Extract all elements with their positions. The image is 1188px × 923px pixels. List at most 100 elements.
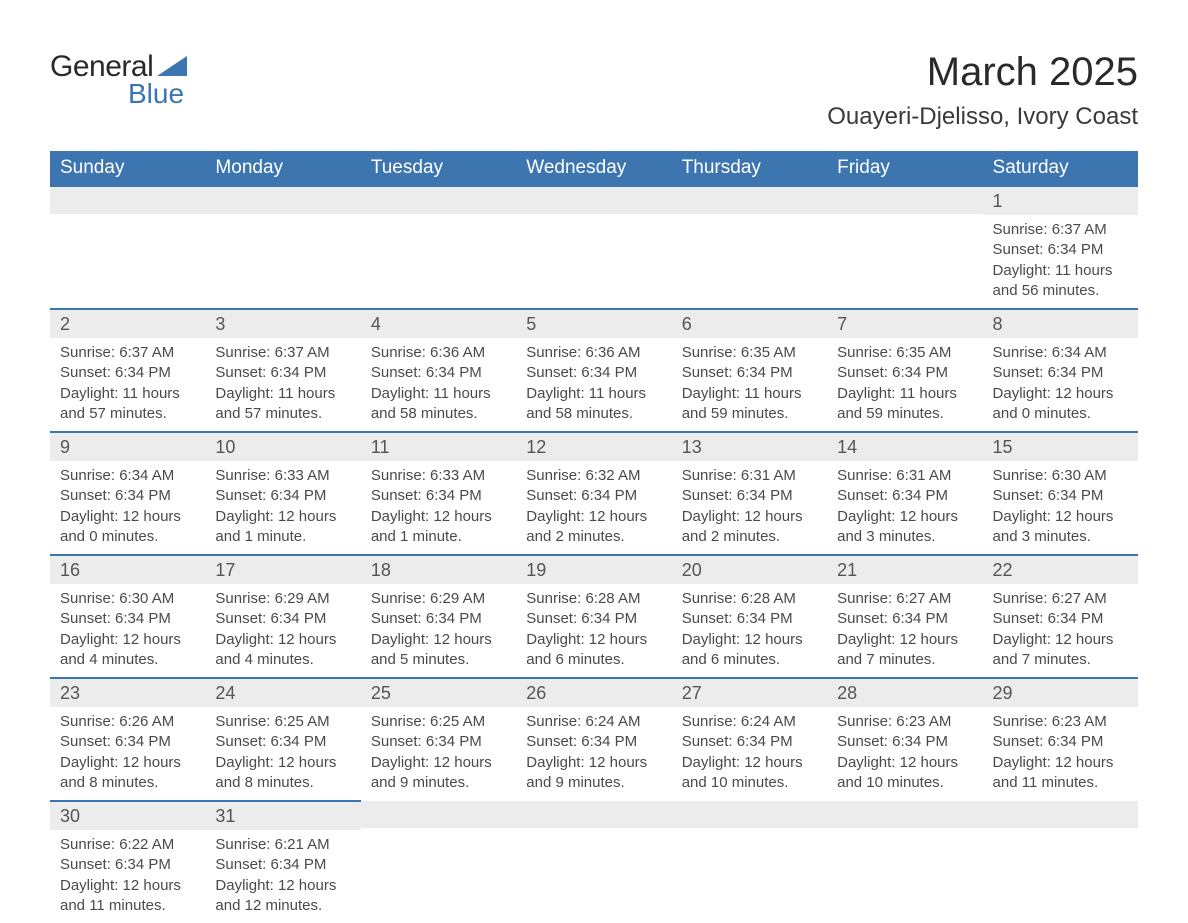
calendar-day-cell: [672, 186, 827, 309]
sunset-line: Sunset: 6:34 PM: [837, 732, 972, 752]
day-details: Sunrise: 6:34 AMSunset: 6:34 PMDaylight:…: [983, 338, 1138, 431]
calendar-day-cell: 30Sunrise: 6:22 AMSunset: 6:34 PMDayligh…: [50, 801, 205, 923]
day-number: 4: [361, 310, 516, 338]
calendar-day-cell: 4Sunrise: 6:36 AMSunset: 6:34 PMDaylight…: [361, 309, 516, 432]
sunrise-line: Sunrise: 6:35 AM: [682, 343, 817, 363]
day-details: Sunrise: 6:35 AMSunset: 6:34 PMDaylight:…: [827, 338, 982, 431]
sunrise-line: Sunrise: 6:30 AM: [993, 466, 1128, 486]
sunset-line: Sunset: 6:34 PM: [60, 609, 195, 629]
daylight-line: Daylight: 12 hours and 7 minutes.: [993, 630, 1128, 671]
day-number: 3: [205, 310, 360, 338]
daylight-line: Daylight: 11 hours and 56 minutes.: [993, 261, 1128, 302]
day-details: Sunrise: 6:24 AMSunset: 6:34 PMDaylight:…: [516, 707, 671, 800]
day-number: 6: [672, 310, 827, 338]
daylight-line: Daylight: 12 hours and 4 minutes.: [60, 630, 195, 671]
empty-day-bar: [827, 187, 982, 214]
calendar-week-row: 2Sunrise: 6:37 AMSunset: 6:34 PMDaylight…: [50, 309, 1138, 432]
sunset-line: Sunset: 6:34 PM: [371, 732, 506, 752]
day-number: 23: [50, 679, 205, 707]
sunset-line: Sunset: 6:34 PM: [682, 363, 817, 383]
daylight-line: Daylight: 12 hours and 10 minutes.: [682, 753, 817, 794]
sunrise-line: Sunrise: 6:27 AM: [993, 589, 1128, 609]
day-details: Sunrise: 6:30 AMSunset: 6:34 PMDaylight:…: [50, 584, 205, 677]
daylight-line: Daylight: 12 hours and 1 minute.: [371, 507, 506, 548]
sunset-line: Sunset: 6:34 PM: [993, 486, 1128, 506]
calendar-day-cell: 14Sunrise: 6:31 AMSunset: 6:34 PMDayligh…: [827, 432, 982, 555]
sunrise-line: Sunrise: 6:25 AM: [371, 712, 506, 732]
daylight-line: Daylight: 12 hours and 2 minutes.: [526, 507, 661, 548]
day-number: 17: [205, 556, 360, 584]
sunset-line: Sunset: 6:34 PM: [215, 732, 350, 752]
sunrise-line: Sunrise: 6:23 AM: [837, 712, 972, 732]
logo: General Blue: [50, 50, 187, 110]
calendar-day-cell: 16Sunrise: 6:30 AMSunset: 6:34 PMDayligh…: [50, 555, 205, 678]
day-number: 8: [983, 310, 1138, 338]
sunrise-line: Sunrise: 6:36 AM: [526, 343, 661, 363]
sunset-line: Sunset: 6:34 PM: [993, 240, 1128, 260]
day-number: 16: [50, 556, 205, 584]
sunset-line: Sunset: 6:34 PM: [993, 363, 1128, 383]
day-details: Sunrise: 6:28 AMSunset: 6:34 PMDaylight:…: [516, 584, 671, 677]
day-number: 5: [516, 310, 671, 338]
title-block: March 2025 Ouayeri-Djelisso, Ivory Coast: [827, 50, 1138, 131]
daylight-line: Daylight: 11 hours and 59 minutes.: [682, 384, 817, 425]
sunset-line: Sunset: 6:34 PM: [526, 732, 661, 752]
logo-text-blue: Blue: [128, 78, 184, 110]
calendar-day-cell: 5 Sunrise: 6:36 AMSunset: 6:34 PMDaylight…: [516, 309, 671, 432]
sunset-line: Sunset: 6:34 PM: [215, 855, 350, 875]
calendar-day-cell: 25Sunrise: 6:25 AMSunset: 6:34 PMDayligh…: [361, 678, 516, 801]
sunrise-line: Sunrise: 6:29 AM: [215, 589, 350, 609]
daylight-line: Daylight: 12 hours and 3 minutes.: [993, 507, 1128, 548]
weekday-header-row: SundayMondayTuesdayWednesdayThursdayFrid…: [50, 151, 1138, 186]
sunrise-line: Sunrise: 6:31 AM: [682, 466, 817, 486]
calendar-day-cell: [983, 801, 1138, 923]
calendar-day-cell: 29Sunrise: 6:23 AMSunset: 6:34 PMDayligh…: [983, 678, 1138, 801]
sunrise-line: Sunrise: 6:24 AM: [526, 712, 661, 732]
sunset-line: Sunset: 6:34 PM: [526, 486, 661, 506]
sunset-line: Sunset: 6:34 PM: [215, 486, 350, 506]
sunrise-line: Sunrise: 6:29 AM: [371, 589, 506, 609]
calendar-day-cell: 27Sunrise: 6:24 AMSunset: 6:34 PMDayligh…: [672, 678, 827, 801]
empty-day-bar: [516, 187, 671, 214]
day-details: Sunrise: 6:29 AMSunset: 6:34 PMDaylight:…: [205, 584, 360, 677]
empty-day-body: [827, 214, 982, 304]
sunrise-line: Sunrise: 6:21 AM: [215, 835, 350, 855]
calendar-day-cell: 1Sunrise: 6:37 AMSunset: 6:34 PMDaylight…: [983, 186, 1138, 309]
daylight-line: Daylight: 11 hours and 58 minutes.: [526, 384, 661, 425]
day-details: Sunrise: 6:25 AMSunset: 6:34 PMDaylight:…: [361, 707, 516, 800]
daylight-line: Daylight: 12 hours and 8 minutes.: [60, 753, 195, 794]
day-details: Sunrise: 6:23 AMSunset: 6:34 PMDaylight:…: [983, 707, 1138, 800]
empty-day-bar: [516, 801, 671, 828]
day-details: Sunrise: 6:33 AMSunset: 6:34 PMDaylight:…: [361, 461, 516, 554]
daylight-line: Daylight: 12 hours and 9 minutes.: [371, 753, 506, 794]
sunrise-line: Sunrise: 6:34 AM: [60, 466, 195, 486]
daylight-line: Daylight: 11 hours and 59 minutes.: [837, 384, 972, 425]
sunrise-line: Sunrise: 6:30 AM: [60, 589, 195, 609]
day-details: Sunrise: 6:35 AMSunset: 6:34 PMDaylight:…: [672, 338, 827, 431]
day-number: 27: [672, 679, 827, 707]
calendar-day-cell: [827, 801, 982, 923]
sunrise-line: Sunrise: 6:37 AM: [215, 343, 350, 363]
day-number: 15: [983, 433, 1138, 461]
sunset-line: Sunset: 6:34 PM: [837, 363, 972, 383]
empty-day-bar: [50, 187, 205, 214]
daylight-line: Daylight: 12 hours and 5 minutes.: [371, 630, 506, 671]
daylight-line: Daylight: 12 hours and 0 minutes.: [993, 384, 1128, 425]
sunrise-line: Sunrise: 6:27 AM: [837, 589, 972, 609]
calendar-day-cell: 2Sunrise: 6:37 AMSunset: 6:34 PMDaylight…: [50, 309, 205, 432]
calendar-day-cell: 26Sunrise: 6:24 AMSunset: 6:34 PMDayligh…: [516, 678, 671, 801]
calendar-day-cell: 31Sunrise: 6:21 AMSunset: 6:34 PMDayligh…: [205, 801, 360, 923]
calendar-day-cell: 3Sunrise: 6:37 AMSunset: 6:34 PMDaylight…: [205, 309, 360, 432]
calendar-day-cell: 23Sunrise: 6:26 AMSunset: 6:34 PMDayligh…: [50, 678, 205, 801]
daylight-line: Daylight: 12 hours and 3 minutes.: [837, 507, 972, 548]
calendar-day-cell: 6Sunrise: 6:35 AMSunset: 6:34 PMDaylight…: [672, 309, 827, 432]
sunrise-line: Sunrise: 6:37 AM: [993, 220, 1128, 240]
day-details: Sunrise: 6:34 AMSunset: 6:34 PMDaylight:…: [50, 461, 205, 554]
daylight-line: Daylight: 12 hours and 6 minutes.: [682, 630, 817, 671]
day-details: Sunrise: 6:27 AMSunset: 6:34 PMDaylight:…: [827, 584, 982, 677]
sunset-line: Sunset: 6:34 PM: [526, 363, 661, 383]
day-details: Sunrise: 6:33 AMSunset: 6:34 PMDaylight:…: [205, 461, 360, 554]
day-number: 24: [205, 679, 360, 707]
calendar-day-cell: 11Sunrise: 6:33 AMSunset: 6:34 PMDayligh…: [361, 432, 516, 555]
sunrise-line: Sunrise: 6:24 AM: [682, 712, 817, 732]
